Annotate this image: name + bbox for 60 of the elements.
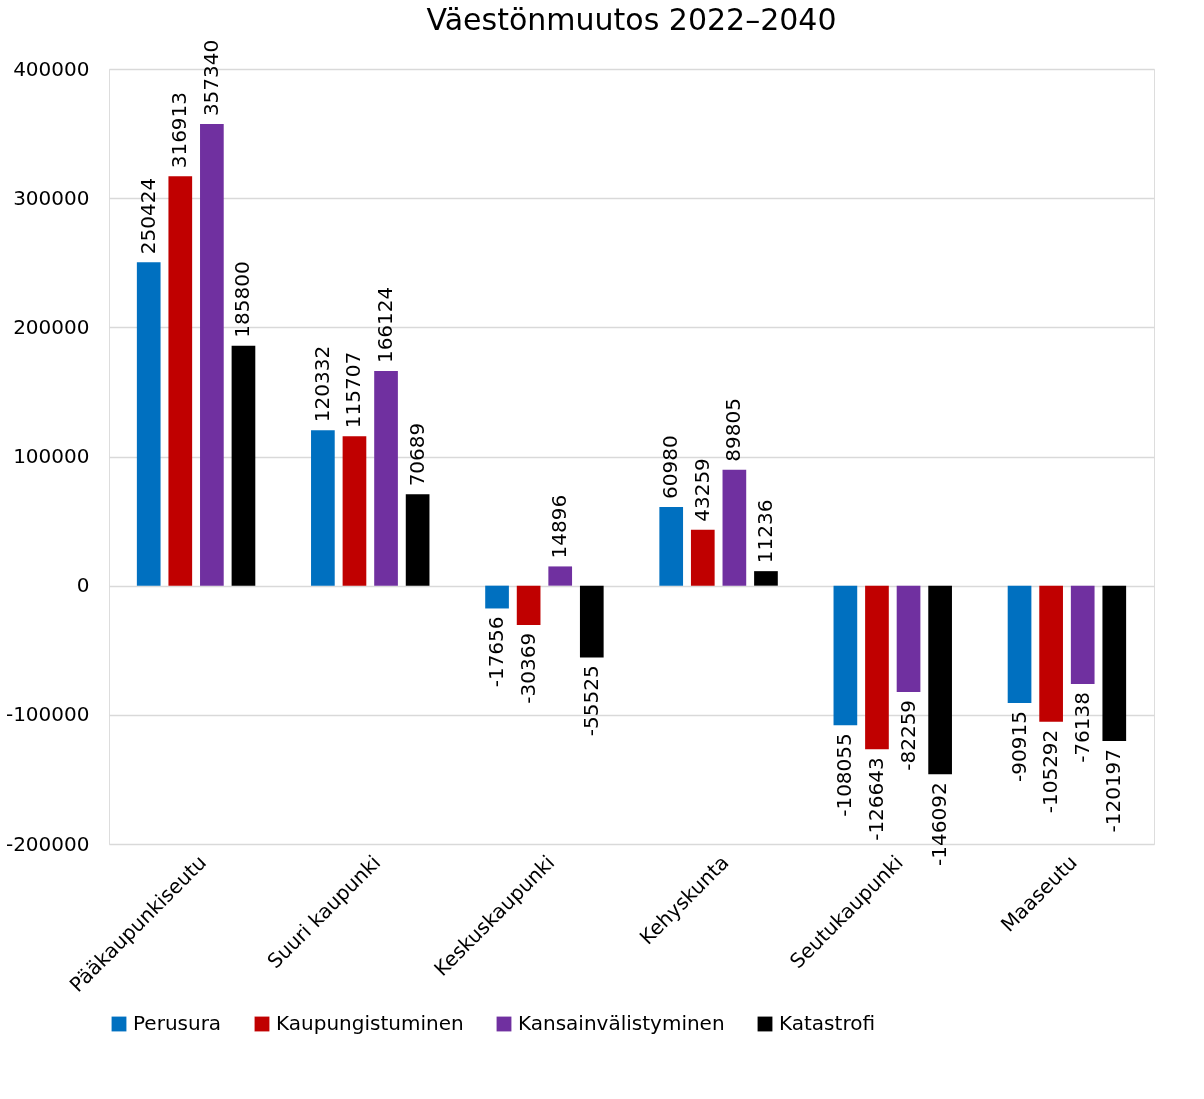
data-label: 89805 (721, 398, 746, 462)
data-label: -30369 (515, 632, 540, 704)
bar (754, 571, 778, 586)
data-label: 316913 (167, 91, 192, 169)
data-label: -76138 (1069, 692, 1094, 763)
data-label: -146092 (927, 782, 952, 866)
bar (690, 529, 715, 586)
data-label: -82259 (895, 699, 920, 771)
data-label: -105292 (1038, 729, 1063, 814)
data-label: 115707 (341, 351, 366, 429)
legend-label: Kansainvälistyminen (518, 1011, 725, 1035)
bar (1039, 585, 1063, 722)
data-label: 60980 (658, 435, 683, 499)
data-label: 14896 (547, 494, 572, 559)
bar (1102, 585, 1127, 741)
data-label: 120332 (309, 345, 334, 423)
data-label: -17656 (484, 616, 509, 688)
data-label: 11236 (752, 499, 777, 564)
bar (231, 345, 256, 586)
bar (311, 430, 335, 586)
bar (516, 585, 541, 625)
y-tick-label: 200000 (13, 314, 90, 339)
y-tick-label: 300000 (13, 185, 90, 210)
bar (548, 566, 573, 586)
legend-label: Kaupungistuminen (276, 1011, 464, 1035)
data-label: -90915 (1006, 711, 1031, 782)
bar (200, 124, 224, 586)
bar (1070, 585, 1095, 685)
legend-label: Perusura (133, 1011, 222, 1035)
bar (833, 585, 858, 726)
bar (374, 371, 398, 586)
chart-title: Väestönmuutos 2022–2040 (426, 1, 837, 37)
y-tick-label: -100000 (5, 702, 90, 727)
bar (659, 506, 684, 586)
bar (896, 585, 921, 692)
data-label: 43259 (689, 458, 714, 522)
bar (136, 262, 161, 586)
y-tick-label: 400000 (13, 56, 90, 81)
bar (485, 585, 509, 609)
bar (342, 436, 367, 586)
bar (405, 494, 430, 586)
bar (928, 585, 952, 775)
data-label: -55525 (578, 665, 603, 737)
bar (579, 585, 604, 658)
data-label: -120197 (1101, 748, 1126, 833)
data-label: -108055 (832, 733, 857, 817)
data-label: 70689 (404, 422, 429, 487)
y-tick-label: 0 (76, 573, 90, 598)
bar (1007, 585, 1032, 704)
legend-label: Katastrofi (779, 1011, 875, 1035)
data-label: -126643 (863, 757, 888, 841)
y-tick-label: 100000 (13, 444, 90, 468)
data-label: 357340 (198, 39, 223, 117)
bar (722, 469, 747, 586)
bar (168, 176, 193, 586)
data-label: 250424 (135, 177, 160, 255)
data-label: 166124 (373, 286, 398, 364)
y-tick-label: -200000 (5, 831, 90, 856)
bar (865, 585, 889, 750)
data-label: 185800 (230, 261, 255, 338)
